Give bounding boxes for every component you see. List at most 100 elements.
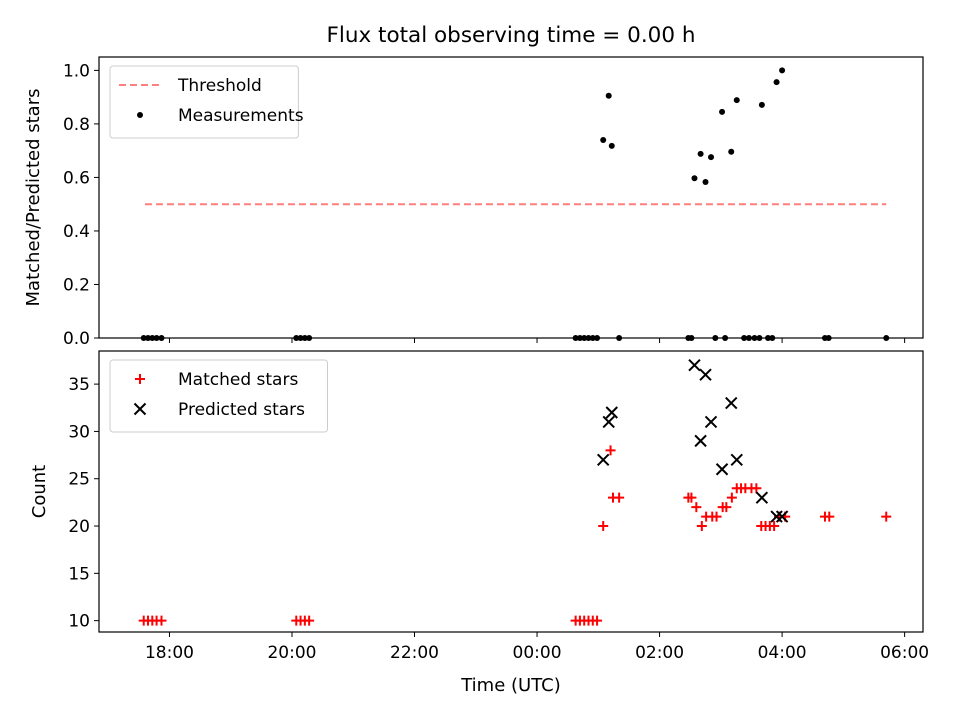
matched-stars-point: [605, 445, 616, 456]
measurements-point: [594, 335, 601, 341]
legend-measurements-label: Measurements: [178, 106, 304, 126]
measurements-point: [589, 335, 596, 341]
predicted-stars-point: [730, 453, 743, 467]
measurements-point: [140, 335, 147, 341]
measurements-point: [712, 335, 719, 341]
matched-stars-point: [751, 483, 762, 494]
measurements-point: [741, 335, 748, 341]
y-tick-label: 0.8: [63, 115, 90, 135]
legend-predicted-stars-label: Predicted stars: [178, 400, 305, 420]
predicted-stars-point: [770, 510, 783, 523]
y-axis-label: Count: [29, 465, 50, 518]
x-tick-label: 06:00: [880, 643, 929, 663]
measurements-point: [158, 335, 165, 341]
measurements-point: [297, 335, 304, 341]
y-axis-label: Matched/Predicted stars: [23, 89, 44, 307]
matched-stars-point: [881, 511, 892, 522]
bottom-panel: 18:00 20:00 22:00 00:00 02:00 04:00 06:00 10 15 2…: [29, 350, 929, 663]
x-tick-label: 22:00: [390, 643, 439, 663]
legend-matched-stars-label: Matched stars: [178, 370, 298, 390]
predicted-stars-point: [715, 463, 729, 476]
predicted-stars-point: [725, 396, 738, 410]
matched-stars-point: [726, 492, 737, 503]
matched-stars-point: [598, 521, 609, 532]
matched-stars-point: [696, 521, 707, 532]
matched-stars-point: [614, 492, 625, 503]
y-tick-label: 1.0: [63, 61, 90, 81]
measurements-point: [883, 335, 890, 341]
measurements-point: [765, 335, 772, 341]
y-tick-label: 0.2: [63, 275, 90, 295]
matched-stars-point: [691, 502, 702, 513]
matched-stars-point: [721, 502, 732, 513]
y-tick-label: 15: [68, 564, 90, 584]
measurements-point: [773, 79, 780, 86]
x-tick-label: 18:00: [145, 643, 194, 663]
x-axis-label: Time (UTC): [460, 675, 561, 696]
plot-area: [140, 67, 890, 341]
top-panel: 0.0 0.2 0.4 0.6 0.8 1.0 Matched/Predicted star…: [23, 56, 924, 349]
measurements-point: [576, 335, 583, 341]
measurements-point: [733, 97, 740, 104]
axes-frame: [98, 350, 924, 633]
predicted-stars-point: [699, 368, 712, 381]
measurements-point: [697, 150, 704, 157]
measurements-point: [708, 154, 715, 161]
legend-measurements-marker: [137, 112, 143, 118]
predicted-stars-point: [596, 453, 610, 467]
y-tick-label: 20: [68, 517, 90, 537]
matched-stars-point: [156, 615, 167, 626]
predicted-stars-point: [704, 415, 718, 429]
measurements-point: [719, 108, 726, 115]
measurements-point: [758, 101, 765, 108]
measurements-point: [605, 92, 612, 99]
predicted-stars-point: [688, 358, 701, 372]
measurements-point: [688, 335, 695, 341]
matched-stars-point: [824, 511, 835, 522]
measurements-point: [293, 335, 300, 341]
measurements-point: [306, 335, 313, 341]
measurements-point: [145, 335, 152, 341]
x-tick-label: 20:00: [267, 643, 316, 663]
legend-threshold-label: Threshold: [177, 76, 262, 96]
x-tick-label: 02:00: [635, 643, 684, 663]
measurements-point: [751, 335, 758, 341]
measurements-point: [301, 335, 308, 341]
legend: Matched stars Predicted stars: [109, 359, 328, 433]
legend: Threshold Measurements: [109, 65, 304, 139]
x-tick-label: 00:00: [513, 643, 562, 663]
predicted-stars-point: [775, 510, 789, 523]
measurements-point: [581, 335, 588, 341]
matched-stars-point: [304, 615, 315, 626]
legend-box: [109, 359, 328, 433]
measurements-point: [825, 335, 832, 341]
y-tick-label: 30: [68, 422, 90, 442]
predicted-stars-point: [755, 491, 769, 504]
matched-stars-point: [592, 615, 603, 626]
y-tick-label: 0.4: [63, 222, 90, 242]
legend-predicted-stars-marker: [133, 402, 147, 416]
y-tick-label: 25: [68, 470, 90, 490]
x-tick-label: 04:00: [758, 643, 807, 663]
measurements-point: [149, 335, 156, 341]
measurements-point: [691, 175, 698, 182]
figure-title: Flux total observing time = 0.00 h: [327, 23, 696, 48]
measurements-point: [746, 335, 753, 341]
matched-stars-point: [686, 492, 697, 503]
y-tick-label: 35: [68, 375, 90, 395]
measurements-point: [769, 335, 776, 341]
measurements-point: [756, 335, 763, 341]
measurements-point: [572, 335, 579, 341]
measurements-point: [153, 335, 160, 341]
axes-frame: [98, 56, 924, 339]
y-tick-label: 0.6: [63, 168, 90, 188]
measurements-point: [702, 178, 709, 185]
predicted-stars-point: [694, 434, 707, 448]
measurements-point: [585, 335, 592, 341]
measurements-point: [728, 148, 735, 155]
matched-stars-point: [769, 521, 780, 532]
y-tick-label: 10: [68, 612, 90, 632]
plot-area: [138, 358, 892, 626]
measurements-point: [600, 136, 607, 143]
